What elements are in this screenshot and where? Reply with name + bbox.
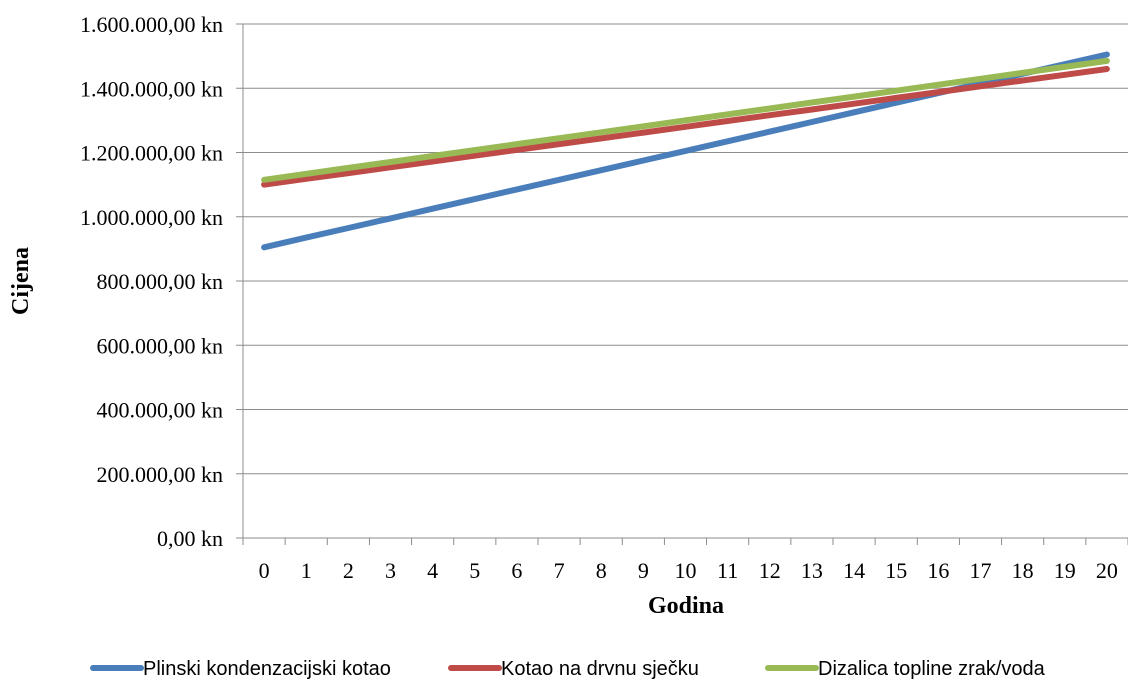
- gridlines: [236, 24, 1128, 538]
- x-tick-label: 20: [1096, 558, 1118, 583]
- series-line: [264, 69, 1107, 185]
- x-tick-label: 13: [801, 558, 823, 583]
- y-tick-label: 600.000,00 kn: [97, 333, 224, 358]
- x-tick-labels: 0 1 2 3 4 5 6 7 8 9 10 11 12 13 14 15 16 17 18 19 20: [259, 558, 1118, 583]
- x-tick-label: 17: [970, 558, 992, 583]
- x-tick-label: 5: [469, 558, 480, 583]
- x-tick-label: 9: [638, 558, 649, 583]
- y-tick-label: 400.000,00 kn: [97, 398, 224, 423]
- series-lines: [264, 55, 1107, 248]
- x-tick-label: 6: [511, 558, 522, 583]
- y-tick-label: 800.000,00 kn: [97, 269, 224, 294]
- x-tick-label: 8: [596, 558, 607, 583]
- y-axis-title: Cijena: [8, 247, 34, 315]
- y-tick-label: 1.000.000,00 kn: [80, 205, 223, 230]
- y-tick-labels: 0,00 kn 200.000,00 kn 400.000,00 kn 600.000…: [80, 12, 223, 551]
- x-tick-label: 1: [301, 558, 312, 583]
- x-axis-title: Godina: [648, 593, 724, 619]
- x-tick-label: 3: [385, 558, 396, 583]
- legend-label: Kotao na drvnu sječku: [501, 658, 699, 680]
- x-tick-label: 16: [927, 558, 949, 583]
- x-tick-label: 10: [675, 558, 697, 583]
- x-tick-label: 12: [759, 558, 781, 583]
- y-tick-label: 200.000,00 kn: [97, 462, 224, 487]
- axes: [243, 24, 1128, 545]
- x-tick-label: 11: [717, 558, 738, 583]
- x-tick-label: 0: [259, 558, 270, 583]
- x-tick-label: 18: [1012, 558, 1034, 583]
- x-tick-label: 7: [554, 558, 565, 583]
- y-tick-label: 0,00 kn: [157, 526, 223, 551]
- x-tick-label: 2: [343, 558, 354, 583]
- x-tick-label: 19: [1054, 558, 1076, 583]
- legend: Plinski kondenzacijski kotao Kotao na drv…: [93, 658, 1046, 680]
- y-tick-label: 1.400.000,00 kn: [80, 76, 223, 101]
- legend-label: Plinski kondenzacijski kotao: [143, 658, 391, 680]
- x-tick-label: 14: [843, 558, 865, 583]
- y-tick-label: 1.600.000,00 kn: [80, 12, 223, 37]
- series-line: [264, 61, 1107, 180]
- x-tick-label: 15: [885, 558, 907, 583]
- y-tick-label: 1.200.000,00 kn: [80, 141, 223, 166]
- legend-label: Dizalica topline zrak/voda: [818, 658, 1046, 680]
- x-tick-label: 4: [427, 558, 438, 583]
